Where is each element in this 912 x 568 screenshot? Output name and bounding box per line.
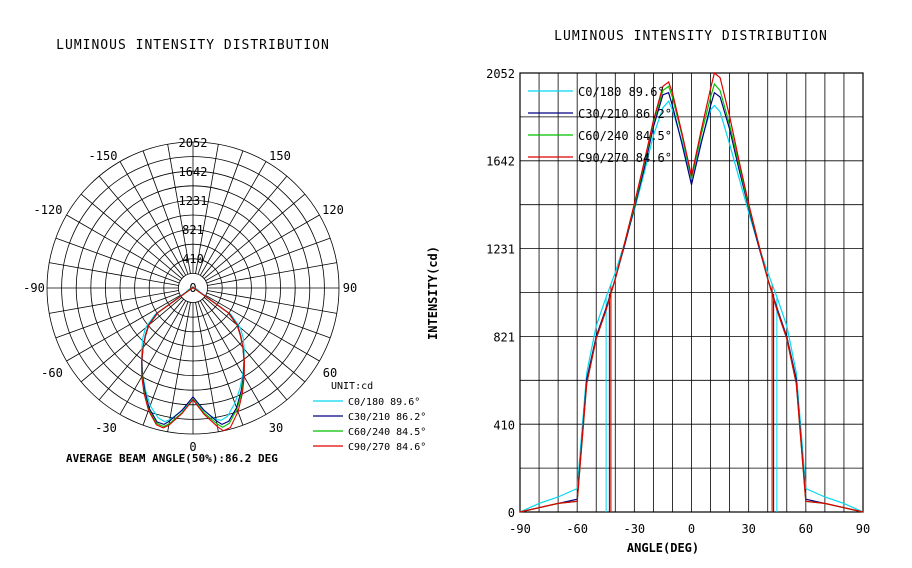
polar-grid-spoke [119,161,187,276]
line-x-tick-label: 90 [856,522,870,536]
polar-grid-spoke [206,292,331,339]
polar-grid-spoke [49,262,179,286]
polar-grid-spoke [55,292,180,339]
polar-grid-spoke [80,297,183,383]
polar-radial-tick-1642: 1642 [179,165,208,179]
polar-angle-labels: -150 150 -120 120 -90 90 -60 60 -30 30 0 [23,149,357,454]
polar-legend-label-c90: C90/270 84.6° [348,442,426,453]
polar-angle-label-60: 60 [323,366,337,380]
polar-radial-tick-821: 821 [182,223,204,237]
polar-grid-spoke [203,193,306,279]
polar-grid-spoke [142,301,189,426]
polar-grid-spoke [55,237,180,284]
polar-grid-spoke [206,237,331,284]
polar-grid-spoke [49,290,179,314]
polar-angle-label-minus30: -30 [95,421,117,435]
polar-grid-spoke [207,290,337,314]
polar-grid-spoke [207,262,337,286]
polar-grid-spoke [202,175,288,278]
line-y-tick-label: 2052 [486,67,515,81]
polar-grid-spoke [203,297,306,383]
line-legend-label-c60: C60/240 84.5° [578,129,672,143]
polar-angle-label-minus60: -60 [41,366,63,380]
line-x-tick-label: -90 [509,522,531,536]
polar-footer-beam-angle: AVERAGE BEAM ANGLE(50%):86.2 DEG [66,452,278,465]
line-series [519,71,864,513]
polar-grid-spoke [80,193,183,279]
polar-grid-spoke [195,144,219,274]
polar-angle-label-90: 90 [343,281,357,295]
line-y-ticks: 0 410 821 1231 1642 2052 [486,67,515,520]
line-y-tick-label: 0 [508,506,515,520]
line-series-curve [519,91,864,513]
polar-grid-spoke [167,144,191,274]
line-y-tick-label: 821 [493,330,515,344]
polar-grid-spoke [119,300,187,415]
polar-radial-tick-1231: 1231 [179,194,208,208]
polar-grid [46,141,340,435]
line-y-tick-label: 1642 [486,155,515,169]
line-grid [519,72,864,513]
line-legend-label-c0: C0/180 89.6° [578,85,665,99]
polar-legend-label-c30: C30/210 86.2° [348,412,426,423]
polar-grid-spoke [142,150,189,275]
line-plot-frame [519,72,864,513]
line-beam-edges [605,285,778,512]
polar-grid-spoke [197,301,244,426]
polar-radial-tick-410: 410 [182,252,204,266]
line-legend-label-c30: C30/210 86.2° [578,107,672,121]
polar-radial-ticks: 2052 1642 1231 821 410 0 [179,136,208,295]
line-x-tick-label: -30 [623,522,645,536]
line-x-tick-label: 0 [688,522,695,536]
polar-grid-spoke [195,302,219,432]
polar-chart-title: LUMINOUS INTENSITY DISTRIBUTION [56,38,330,53]
polar-angle-label-minus90: -90 [23,281,45,295]
polar-legend: UNIT:cd C0/180 89.6° C30/210 86.2° C60/2… [313,381,426,453]
polar-grid-spoke [167,302,191,432]
polar-angle-label-0: 0 [189,440,196,454]
line-x-ticks: -90 -60 -30 0 30 60 90 [509,522,870,536]
polar-angle-label-120: 120 [322,203,344,217]
polar-grid-spoke [199,161,267,276]
polar-grid-spoke [205,294,320,362]
line-chart: LUMINOUS INTENSITY DISTRIBUTION -90 -60 -3… [426,29,870,555]
polar-grid-spoke [98,175,184,278]
line-x-tick-label: -60 [566,522,588,536]
polar-unit-label: UNIT:cd [331,381,373,392]
polar-grid-spoke [199,300,267,415]
polar-chart: LUMINOUS INTENSITY DISTRIBUTION 2052 164… [23,38,426,465]
polar-legend-label-c0: C0/180 89.6° [348,397,420,408]
line-x-tick-label: 60 [799,522,813,536]
line-y-tick-label: 1231 [486,243,515,257]
polar-grid-spoke [197,150,244,275]
polar-series-curve [141,287,245,432]
polar-angle-label-minus150: -150 [89,149,118,163]
polar-legend-label-c60: C60/240 84.5° [348,427,426,438]
polar-grid-spoke [66,294,181,362]
polar-angle-label-30: 30 [269,421,283,435]
line-legend: C0/180 89.6° C30/210 86.2° C60/240 84.5°… [528,85,672,165]
line-x-axis-label: ANGLE(DEG) [627,541,699,555]
polar-grid-spoke [66,214,181,282]
line-x-tick-label: 30 [741,522,755,536]
line-y-axis-label: INTENSITY(cd) [426,246,440,340]
line-y-tick-label: 410 [493,418,515,432]
polar-angle-label-150: 150 [269,149,291,163]
line-chart-title: LUMINOUS INTENSITY DISTRIBUTION [554,29,828,44]
polar-curves [141,287,245,432]
line-series-curve [519,71,864,513]
line-legend-label-c90: C90/270 84.6° [578,151,672,165]
polar-radial-tick-2052: 2052 [179,136,208,150]
polar-angle-label-minus120: -120 [34,203,63,217]
polar-grid-spoke [205,214,320,282]
